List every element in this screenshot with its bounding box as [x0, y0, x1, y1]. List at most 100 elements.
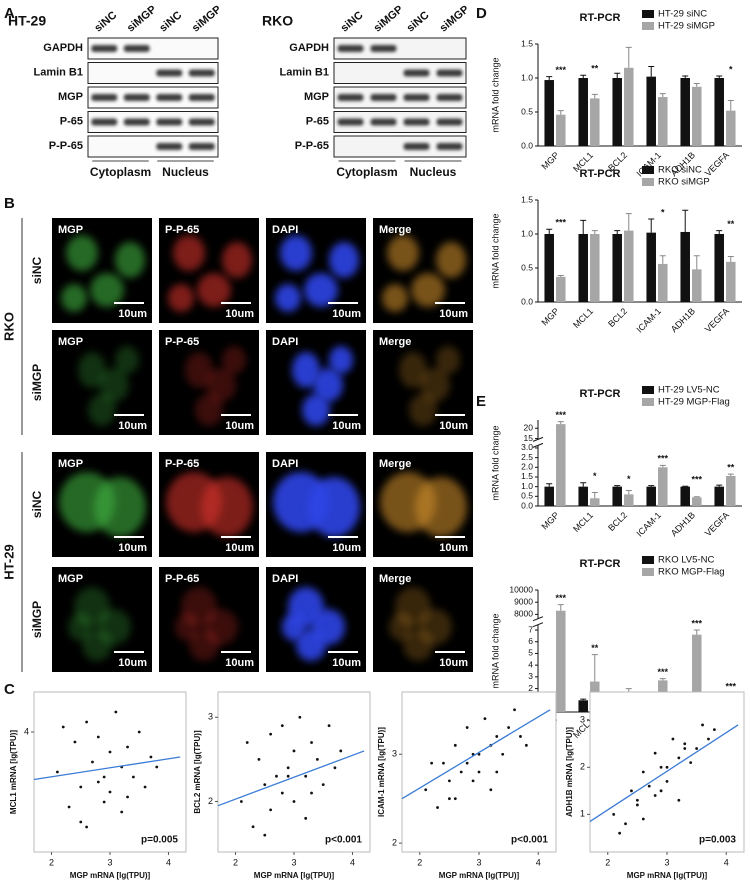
error-bar [614, 230, 621, 234]
y-tick-label: 1.5 [521, 194, 533, 204]
scatter-point [641, 817, 645, 821]
bar [578, 234, 588, 302]
scatter-point [96, 780, 100, 784]
significance: *** [556, 218, 567, 228]
blot-strip [333, 37, 467, 60]
error-bar [591, 93, 598, 99]
blot-strip [87, 111, 219, 133]
error-bar [614, 72, 621, 78]
scatter-point [137, 730, 141, 734]
cell-signal [329, 346, 353, 374]
bar [556, 276, 566, 302]
scale-bar-label: 10um [225, 420, 254, 432]
x-axis-label: MGP mRNA [lg(TPU)] [70, 871, 151, 880]
scatter-point [641, 770, 645, 774]
blot-band [91, 94, 118, 101]
bar [680, 486, 690, 506]
x-tick-label: 3 [291, 857, 296, 867]
cell-signal [222, 346, 246, 374]
y-tick-label: 10000 [509, 584, 533, 594]
scatter-point [321, 783, 325, 787]
legend-label: RKO MGP-Flag [658, 567, 725, 578]
channel-label: DAPI [272, 336, 298, 348]
error-bar [693, 629, 700, 635]
scatter-point [263, 833, 267, 837]
scatter-point [269, 808, 273, 812]
scatter-point [239, 800, 243, 803]
blot-band [188, 94, 215, 101]
error-bar [557, 274, 564, 277]
legend-label: RKO siMGP [658, 177, 710, 188]
scatter-point [67, 805, 71, 809]
y-tick-label: 1.0 [521, 481, 533, 491]
fraction-label: Nucleus [410, 165, 457, 179]
scatter-point [471, 779, 475, 783]
error-bar [557, 421, 564, 425]
scatter-point [298, 715, 302, 719]
error-bar [625, 213, 632, 231]
significance: *** [726, 682, 737, 692]
chart-title: RT-PCR [580, 558, 621, 570]
plot-frame [217, 691, 371, 853]
scale-bar-label: 10um [439, 308, 468, 320]
y-tick-label: 2 [528, 683, 533, 693]
trend-line [401, 709, 551, 800]
scatter-point [447, 797, 451, 801]
scale-bar-label: 10um [225, 308, 254, 320]
significance: * [627, 474, 631, 484]
x-axis-label: MGP mRNA [lg(TPU)] [627, 871, 708, 880]
blot-band [123, 94, 150, 101]
y-tick-label: 7 [528, 624, 533, 634]
legend-swatch [642, 178, 654, 186]
bar [624, 230, 634, 302]
scatter-point [73, 740, 77, 744]
condition-label: siNC [30, 256, 44, 284]
y-tick-label: 1.5 [521, 471, 533, 481]
x-tick-label: 4 [350, 857, 355, 867]
protein-label: MGP [58, 91, 83, 103]
bar [544, 486, 554, 506]
protein-label: MGP [304, 91, 329, 103]
error-bar [580, 482, 587, 487]
x-tick-label: 3 [107, 857, 112, 867]
scatter-point [447, 779, 451, 783]
error-bar [693, 255, 700, 270]
cell-signal [409, 394, 437, 426]
scatter-point [677, 798, 681, 802]
axis-break-mark [532, 442, 544, 448]
channel-label: DAPI [272, 458, 298, 470]
trend-line [589, 724, 739, 822]
y-tick-label: 1.5 [521, 38, 533, 48]
significance: *** [692, 475, 703, 485]
channel-label: P-P-65 [165, 573, 199, 585]
y-tick-label: 15 [524, 433, 534, 443]
bar [612, 486, 622, 506]
scatter-point [79, 785, 83, 789]
scatter-point [120, 810, 124, 814]
scatter-point [653, 751, 657, 755]
error-bar [546, 76, 553, 81]
scatter-point [280, 791, 284, 795]
y-tick-label: 2 [580, 762, 585, 772]
error-bar [693, 496, 700, 498]
blot-strip [87, 135, 219, 158]
chart-title: RT-PCR [580, 12, 621, 24]
channel-label: DAPI [272, 573, 298, 585]
scatter-point [91, 760, 94, 764]
error-bar [591, 491, 598, 499]
scatter-point [315, 757, 319, 761]
bar [578, 78, 588, 146]
error-bar [659, 93, 666, 98]
chart-title: RT-PCR [580, 388, 621, 400]
cell-signal [292, 352, 320, 388]
panel-label: E [476, 393, 486, 410]
axis-break-gap [534, 439, 542, 446]
bar [578, 486, 588, 506]
scatter-point [647, 784, 651, 788]
p-value: p=0.005 [141, 835, 178, 846]
scatter-point [624, 822, 627, 826]
scatter-point [310, 791, 313, 795]
fraction-label: Cytoplasm [336, 165, 397, 179]
scatter-point [430, 761, 434, 765]
